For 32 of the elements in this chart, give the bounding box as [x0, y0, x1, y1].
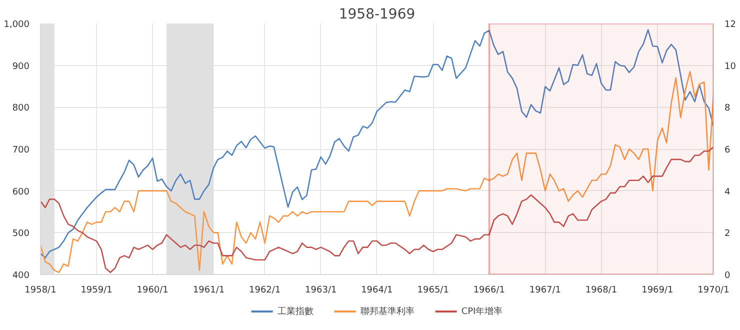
x-tick-label: 1960/1	[136, 286, 168, 296]
y2-tick-label: 4	[724, 187, 730, 198]
y-tick-label: 700	[12, 146, 30, 156]
x-tick-label: 1959/1	[80, 286, 112, 296]
y-tick-label: 600	[12, 187, 30, 198]
y-tick-label: 1,000	[4, 20, 30, 30]
x-tick-label: 1961/1	[192, 286, 225, 296]
y-tick-label: 400	[12, 271, 30, 281]
x-tick-label: 1968/1	[585, 286, 618, 296]
x-tick-label: 1970/1	[698, 286, 730, 296]
y-tick-label: 500	[12, 229, 30, 240]
y2-tick-label: 12	[724, 20, 736, 30]
x-tick-label: 1963/1	[305, 286, 337, 296]
x-tick-label: 1967/1	[529, 286, 562, 296]
y2-tick-label: 2	[724, 229, 730, 240]
legend-label: 聯邦基準利率	[360, 306, 414, 318]
y-tick-label: 800	[12, 104, 30, 114]
legend-label: CPI年增率	[461, 306, 503, 318]
y2-tick-label: 6	[724, 146, 730, 156]
x-tick-label: 1962/1	[249, 286, 281, 296]
x-tick-label: 1969/1	[642, 286, 674, 296]
x-tick-label: 1964/1	[361, 286, 393, 296]
x-tick-label: 1966/1	[473, 286, 506, 296]
legend-label: 工業指數	[277, 306, 314, 318]
x-tick-label: 1965/1	[417, 286, 449, 296]
y2-tick-label: 0	[724, 271, 730, 281]
line-series	[40, 29, 714, 258]
y2-tick-label: 8	[724, 104, 730, 114]
y2-tick-label: 10	[724, 62, 736, 72]
x-tick-label: 1958/1	[24, 286, 56, 296]
y-tick-label: 900	[12, 62, 30, 72]
chart-title: 1958-1969	[338, 6, 416, 22]
